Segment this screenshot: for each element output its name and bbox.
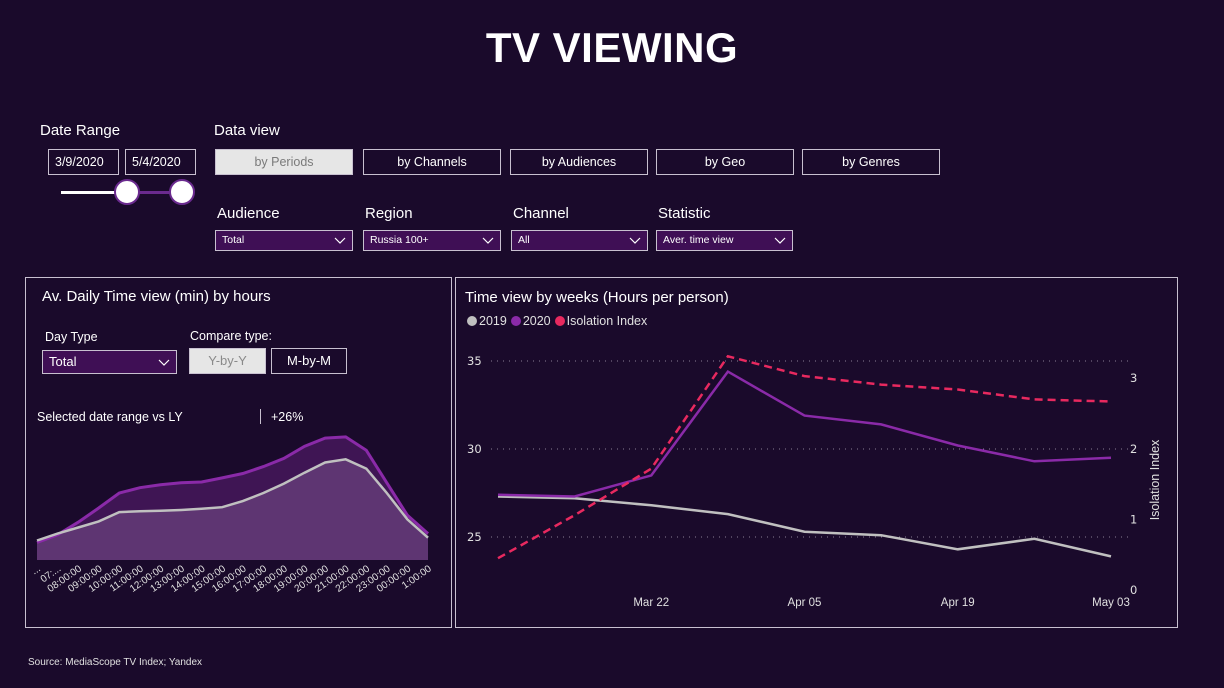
weekly-legend: 2019 2020 Isolation Index bbox=[467, 314, 651, 328]
chevron-down-icon bbox=[334, 237, 346, 244]
date-slider-end-handle[interactable] bbox=[169, 179, 195, 205]
legend-isolation[interactable]: Isolation Index bbox=[554, 314, 648, 328]
x-tick-label: Apr 19 bbox=[941, 597, 975, 609]
legend-2019[interactable]: 2019 bbox=[467, 314, 507, 328]
page-title: TV VIEWING bbox=[485, 24, 739, 71]
channel-dropdown[interactable]: All bbox=[511, 230, 648, 251]
line-2019 bbox=[36, 458, 429, 542]
legend-dot-2019 bbox=[467, 316, 477, 326]
chevron-down-icon bbox=[629, 237, 641, 244]
line-isolation-index bbox=[497, 354, 1112, 560]
weekly-line-chart: 25 30 35 0 1 2 3 Mar 22 Apr 05 Apr 19 May 03 Iso… bbox=[467, 354, 1162, 609]
day-type-dropdown[interactable]: Total bbox=[42, 350, 177, 374]
legend-label-isolation: Isolation Index bbox=[566, 314, 648, 328]
compare-type-label: Compare type: bbox=[190, 329, 272, 343]
date-slider-track[interactable] bbox=[61, 191, 127, 194]
m-by-m-button[interactable]: M-by-M bbox=[271, 348, 347, 374]
line-2020 bbox=[36, 435, 429, 544]
y-right-tick-label: 2 bbox=[1130, 442, 1137, 456]
legend-label-2019: 2019 bbox=[479, 314, 507, 328]
weekly-panel-title: Time view by weeks (Hours per person) bbox=[465, 289, 729, 306]
right-axis-title: Isolation Index bbox=[1148, 439, 1162, 520]
audience-value: Total bbox=[222, 234, 245, 246]
by-periods-button[interactable]: by Periods bbox=[215, 149, 353, 175]
by-genres-button[interactable]: by Genres bbox=[802, 149, 940, 175]
day-type-label: Day Type bbox=[45, 330, 98, 344]
x-tick-label: May 03 bbox=[1092, 597, 1130, 609]
date-start-input[interactable]: 3/9/2020 bbox=[48, 149, 119, 175]
audience-label: Audience bbox=[217, 205, 280, 222]
chevron-down-icon bbox=[774, 237, 786, 244]
chevron-down-icon bbox=[482, 237, 494, 244]
day-type-value: Total bbox=[49, 354, 77, 369]
kpi-value: +26% bbox=[271, 410, 304, 424]
y-left-tick-label: 30 bbox=[467, 442, 482, 456]
channel-value: All bbox=[518, 234, 530, 246]
x-tick-label: Mar 22 bbox=[633, 597, 669, 609]
legend-dot-isolation bbox=[554, 316, 565, 326]
legend-2020[interactable]: 2020 bbox=[510, 314, 551, 328]
region-dropdown[interactable]: Russia 100+ bbox=[363, 230, 501, 251]
x-tick-label: Apr 05 bbox=[788, 597, 822, 609]
region-label: Region bbox=[365, 205, 413, 222]
statistic-value: Aver. time view bbox=[663, 234, 734, 246]
legend-dot-2020 bbox=[510, 316, 521, 326]
statistic-dropdown[interactable]: Aver. time view bbox=[656, 230, 793, 251]
by-channels-button[interactable]: by Channels bbox=[363, 149, 501, 175]
hourly-area-chart: ...07:...08:00:0009:00:0010:00:0011:00:0… bbox=[30, 435, 434, 595]
statistic-label: Statistic bbox=[658, 205, 711, 222]
date-end-input[interactable]: 5/4/2020 bbox=[125, 149, 196, 175]
channel-label: Channel bbox=[513, 205, 569, 222]
date-range-label: Date Range bbox=[40, 122, 121, 139]
kpi-label: Selected date range vs LY bbox=[37, 410, 183, 424]
region-value: Russia 100+ bbox=[370, 234, 429, 246]
hourly-panel bbox=[25, 277, 452, 628]
line-2020 bbox=[497, 369, 1112, 498]
audience-dropdown[interactable]: Total bbox=[215, 230, 353, 251]
y-right-tick-label: 0 bbox=[1130, 583, 1137, 597]
y-left-tick-label: 25 bbox=[467, 530, 482, 544]
y-left-tick-label: 35 bbox=[467, 354, 482, 368]
area-2019 bbox=[37, 459, 428, 560]
by-geo-button[interactable]: by Geo bbox=[656, 149, 794, 175]
y-right-tick-label: 1 bbox=[1130, 512, 1137, 526]
legend-label-2020: 2020 bbox=[522, 314, 551, 328]
hourly-panel-title: Av. Daily Time view (min) by hours bbox=[42, 288, 271, 305]
y-right-tick-label: 3 bbox=[1130, 371, 1137, 385]
y-by-y-button[interactable]: Y-by-Y bbox=[189, 348, 266, 374]
chevron-down-icon bbox=[158, 359, 170, 366]
weekly-panel bbox=[455, 277, 1178, 628]
data-view-label: Data view bbox=[214, 122, 280, 139]
date-slider-range bbox=[127, 191, 182, 194]
date-slider-start-handle[interactable] bbox=[114, 179, 140, 205]
by-audiences-button[interactable]: by Audiences bbox=[510, 149, 648, 175]
source-note: Source: MediaScope TV Index; Yandex bbox=[28, 657, 202, 668]
kpi-divider bbox=[260, 409, 261, 424]
